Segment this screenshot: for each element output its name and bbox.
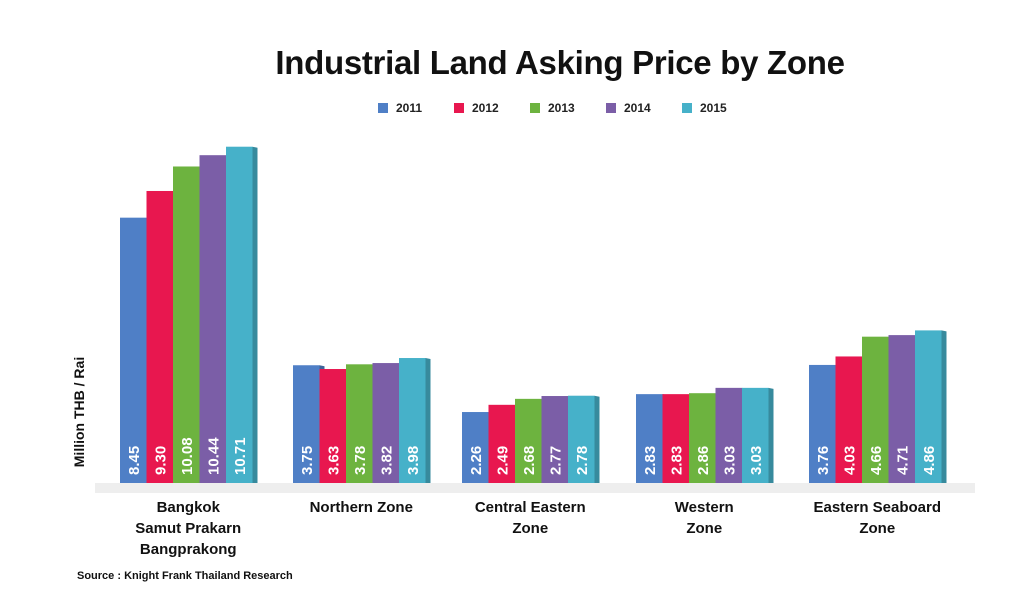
bar-2011-1 [293, 365, 320, 483]
bar-2015-2 [568, 395, 595, 483]
bar-2013-4 [862, 336, 889, 483]
category-label-line: Zone [512, 520, 549, 537]
legend-item-2014: 2014 [606, 101, 682, 115]
legend-item-2011: 2011 [378, 101, 454, 115]
category-label: Eastern Seaboard Zone [787, 497, 967, 539]
category-label: Bangkok Samut Prakarn Bangprakong [98, 497, 278, 560]
bar-2011-2 [462, 412, 489, 483]
bar-side [768, 387, 774, 483]
data-label: 4.86 [921, 446, 938, 475]
bar-side [941, 330, 947, 483]
category-label-line: Bangprakong [139, 541, 237, 558]
data-label: 2.26 [468, 446, 485, 475]
category-label-line: Eastern Seaboard [813, 499, 942, 516]
bar-2014-1 [372, 363, 399, 483]
legend-label: 2014 [624, 101, 651, 115]
data-label: 4.71 [894, 446, 911, 475]
bar-2014-0 [199, 155, 226, 483]
data-label: 2.83 [642, 446, 659, 475]
bar-2015-0 [226, 146, 253, 483]
data-label: 3.82 [378, 446, 395, 475]
data-label: 8.45 [126, 446, 143, 475]
legend-label: 2013 [548, 101, 575, 115]
source-note: Source : Knight Frank Thailand Research [77, 570, 293, 582]
data-label: 3.63 [325, 446, 342, 475]
bar-2011-4 [809, 364, 836, 483]
category-label-line: Northern Zone [309, 499, 413, 516]
category-label-line: Central Eastern [474, 499, 586, 516]
bar-2011-0 [120, 217, 147, 484]
category-label-line: Samut Prakarn [135, 520, 242, 537]
category-label-line: Zone [859, 520, 896, 537]
data-label: 3.03 [721, 446, 738, 475]
legend-swatch [530, 103, 540, 113]
legend-swatch [454, 103, 464, 113]
legend-label: 2011 [396, 101, 423, 115]
bar-2014-2 [541, 396, 568, 483]
bar-2013-3 [689, 393, 716, 483]
category-label-line: Zone [686, 520, 723, 537]
bar-2012-4 [835, 356, 862, 483]
data-label: 10.44 [205, 437, 222, 475]
data-label: 2.83 [668, 446, 685, 475]
data-label: 3.78 [352, 446, 369, 475]
bar-2014-4 [888, 335, 915, 483]
data-label: 3.75 [299, 446, 316, 475]
category-label: Northern Zone [271, 497, 451, 518]
data-label: 2.78 [574, 446, 591, 475]
data-label: 2.49 [494, 446, 511, 475]
legend-item-2013: 2013 [530, 101, 606, 115]
data-label: 4.66 [868, 446, 885, 475]
data-label: 10.08 [179, 437, 196, 475]
bar-2015-1 [399, 358, 426, 483]
bar-2012-0 [146, 190, 173, 484]
legend-swatch [378, 103, 388, 113]
data-label: 9.30 [152, 446, 169, 475]
bar-side [252, 146, 258, 483]
legend-item-2012: 2012 [454, 101, 530, 115]
bar-side [594, 395, 600, 483]
legend-label: 2015 [700, 101, 727, 115]
chart-floor [95, 483, 975, 493]
category-label-line: Bangkok [156, 499, 220, 516]
bar-2012-1 [319, 369, 346, 483]
category-label: Western Zone [614, 497, 794, 539]
legend-label: 2012 [472, 101, 499, 115]
chart-title: Industrial Land Asking Price by Zone [275, 44, 845, 81]
data-label: 2.86 [695, 446, 712, 475]
bar-2012-3 [662, 394, 689, 483]
data-label: 2.68 [521, 446, 538, 475]
bar-2012-2 [488, 404, 515, 483]
data-label: 3.98 [405, 446, 422, 475]
data-label: 4.03 [841, 446, 858, 475]
data-label: 3.76 [815, 446, 832, 475]
bar-side [425, 358, 431, 483]
legend-swatch [682, 103, 692, 113]
data-label: 2.77 [547, 446, 564, 475]
bar-2013-1 [346, 364, 373, 483]
bar-2013-2 [515, 398, 542, 483]
legend: 2011 2012 2013 2014 2015 [378, 100, 758, 116]
bar-2013-0 [173, 166, 200, 483]
data-label: 3.03 [748, 446, 765, 475]
bar-2011-3 [636, 394, 663, 483]
legend-item-2015: 2015 [682, 101, 758, 115]
bar-2015-4 [915, 330, 942, 483]
category-label-line: Western [674, 499, 734, 516]
legend-swatch [606, 103, 616, 113]
bar-2014-3 [715, 387, 742, 483]
data-label: 10.71 [232, 437, 249, 475]
bar-2015-3 [742, 387, 769, 483]
category-label: Central Eastern Zone [440, 497, 620, 539]
